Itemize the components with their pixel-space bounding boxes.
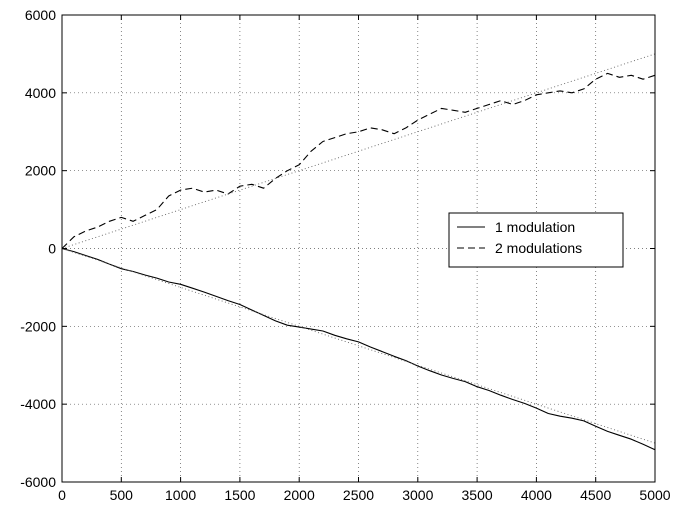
x-tick-label: 500: [110, 487, 134, 503]
x-tick-label: 1000: [165, 487, 196, 503]
y-tick-label: -4000: [20, 396, 56, 412]
reference-line-3: [61, 248, 656, 444]
legend-label: 2 modulations: [495, 240, 582, 256]
x-tick-label: 3500: [462, 487, 493, 503]
y-tick-label: -2000: [20, 318, 56, 334]
y-tick-label: 0: [48, 241, 56, 257]
legend-label: 1 modulation: [495, 219, 575, 235]
x-tick-label: 0: [58, 487, 66, 503]
reference-line-2: [61, 53, 656, 249]
x-tick-label: 1500: [224, 487, 255, 503]
x-tick-label: 3000: [402, 487, 433, 503]
legend: 1 modulation 2 modulations: [448, 212, 624, 268]
x-tick-label: 2000: [284, 487, 315, 503]
y-tick-label: 6000: [25, 7, 56, 23]
y-tick-label: -6000: [20, 474, 56, 490]
x-tick-label: 5000: [639, 487, 670, 503]
x-tick-label: 4000: [521, 487, 552, 503]
legend-box: [448, 212, 624, 268]
grid: [62, 15, 655, 482]
series-line-2-modulations: [61, 72, 656, 249]
series-layer: [61, 53, 656, 451]
series-line-1-modulation: [61, 247, 656, 451]
axes: 0 500 1000 1500 2000 2500 3000 3500 4000 4500 5000…: [20, 7, 671, 503]
y-tick-label: 2000: [25, 163, 56, 179]
y-tick-label: 4000: [25, 85, 56, 101]
x-tick-label: 2500: [343, 487, 374, 503]
x-tick-label: 4500: [580, 487, 611, 503]
